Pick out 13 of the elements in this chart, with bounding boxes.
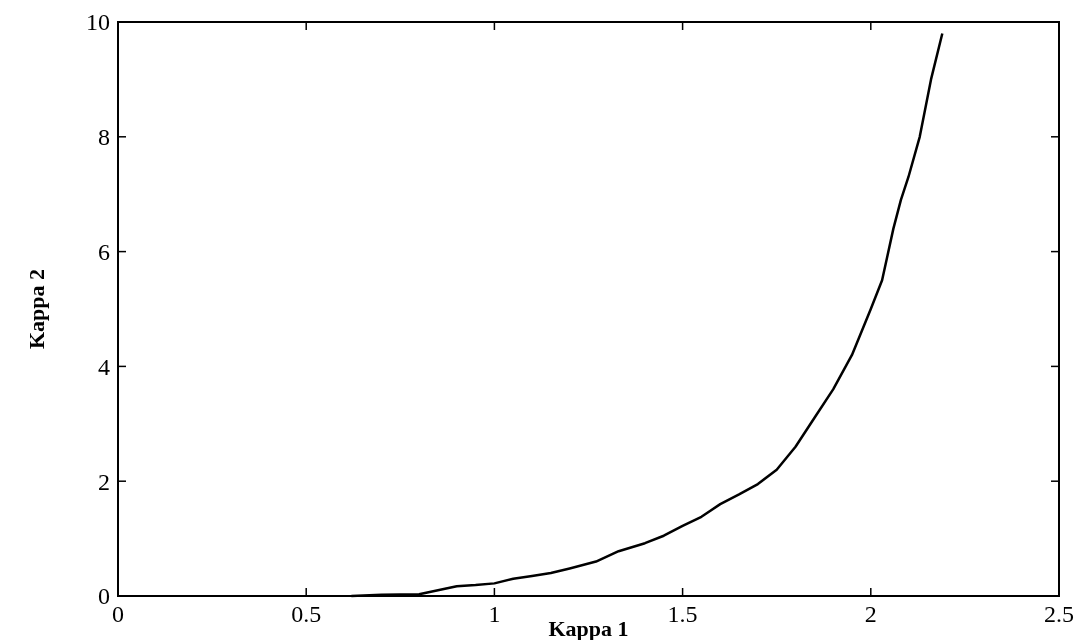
y-axis-title: Kappa 2: [24, 268, 49, 350]
x-tick-label: 0.5: [291, 601, 322, 627]
y-tick-label: 2: [98, 468, 110, 495]
x-tick-label: 2: [864, 601, 877, 627]
x-tick-label: 1.5: [667, 601, 698, 627]
y-tick-label: 6: [98, 239, 110, 265]
y-tick-label: 0: [98, 583, 110, 610]
y-tick-label: 8: [98, 124, 110, 151]
y-tick-label: 4: [98, 353, 110, 380]
x-tick-label: 1: [488, 601, 501, 627]
x-axis-title: Kappa 1: [548, 616, 629, 640]
x-tick-label: 2.5: [1044, 601, 1074, 627]
y-tick-label: 10: [86, 9, 110, 36]
